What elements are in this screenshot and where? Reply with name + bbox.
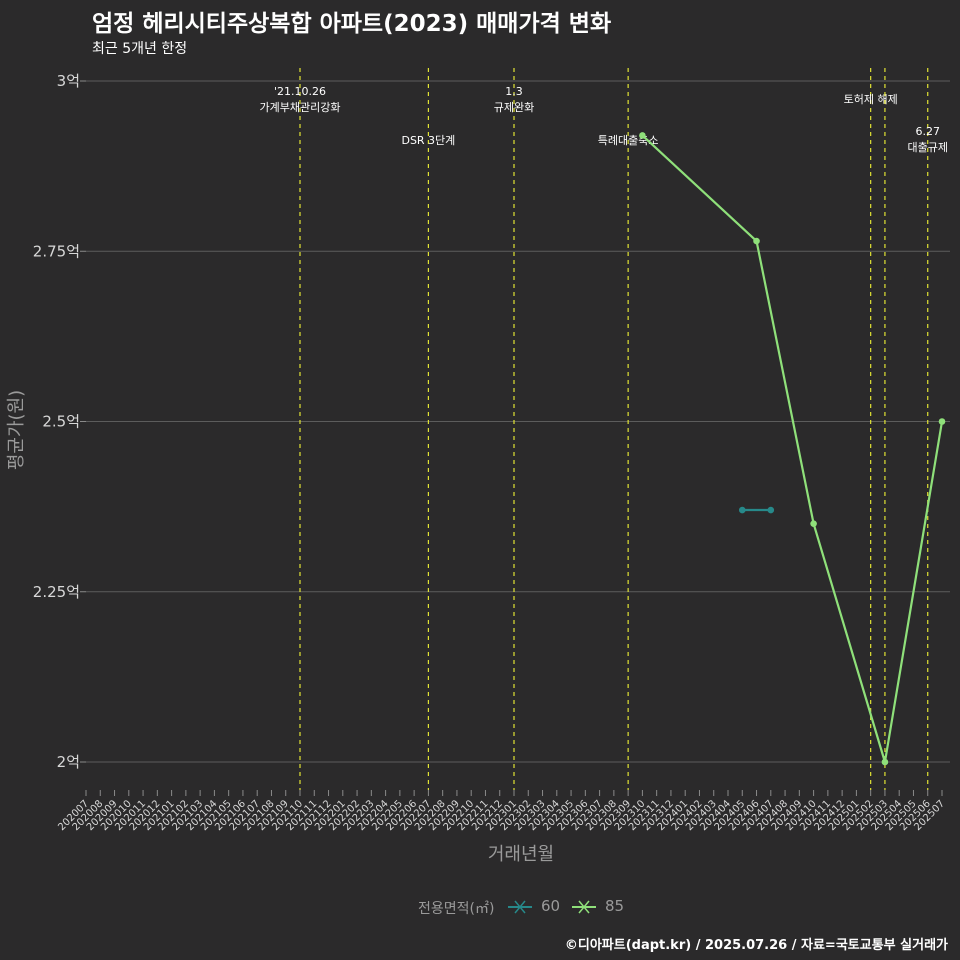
legend: 전용면적(㎡) 60 85 <box>0 896 960 918</box>
source-caption: ©디아파트(dapt.kr) / 2025.07.26 / 자료=국토교통부 실… <box>564 938 948 953</box>
legend-key-85 <box>572 900 596 914</box>
data-point-85 <box>810 520 817 527</box>
chart-title: 엄정 헤리시티주상복합 아파트(2023) 매매가격 변화 <box>92 11 612 37</box>
event-label: DSR 3단계 <box>401 134 455 147</box>
event-label: 토허제 해제 <box>844 92 898 106</box>
event-label: 규제완화 <box>494 101 534 114</box>
plot-area: 2억2.25억2.5억2.75억3억2020072020082020092020… <box>6 68 950 865</box>
x-axis-title: 거래년월 <box>488 844 554 865</box>
event-label: 대출규제 <box>907 141 947 154</box>
event-label: 1.3 <box>505 85 523 98</box>
data-point-85 <box>938 418 946 425</box>
series-line-85 <box>641 134 944 764</box>
y-tick-label: 2.25억 <box>33 583 80 601</box>
y-tick-label: 2억 <box>57 753 80 771</box>
data-point-60 <box>738 506 746 514</box>
legend-label-85: 85 <box>605 897 625 915</box>
data-point-85 <box>753 237 760 245</box>
y-tick-label: 2.75억 <box>33 242 80 260</box>
legend-title: 전용면적(㎡) <box>418 901 495 917</box>
y-tick-label: 3억 <box>57 72 80 90</box>
data-point-60 <box>767 506 775 514</box>
event-label: 6.27 <box>915 125 940 138</box>
y-tick-label: 2.5억 <box>42 413 80 431</box>
chart-subtitle: 최근 5개년 한정 <box>92 41 188 57</box>
legend-key-60 <box>508 900 532 914</box>
data-point-85 <box>881 758 889 766</box>
event-label: 가계부채관리강화 <box>260 101 341 114</box>
legend-label-60: 60 <box>541 897 561 915</box>
y-axis-title: 평균가(원) <box>6 390 27 470</box>
event-label: '21.10.26 <box>274 85 326 98</box>
data-point-85 <box>639 132 646 139</box>
